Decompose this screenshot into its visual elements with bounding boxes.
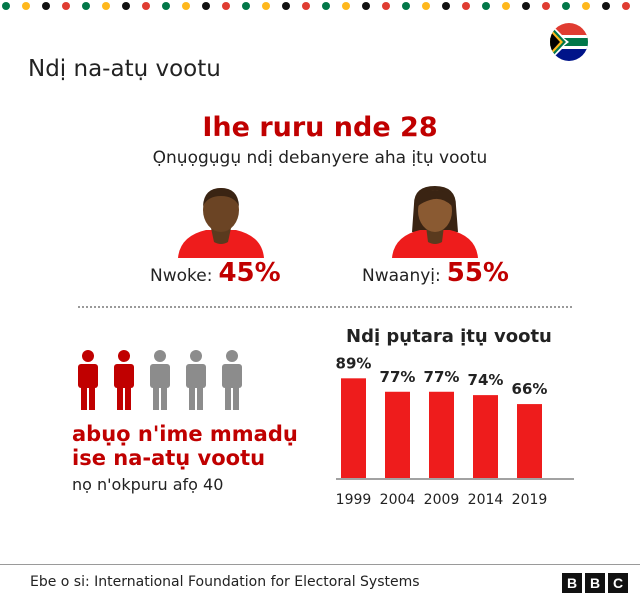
registered-voters-subheadline: Ọnụọgụgụ ndị debanyere aha ịtụ vootu — [152, 148, 488, 168]
person-icon-highlighted — [114, 350, 134, 410]
south-africa-flag-icon — [550, 23, 588, 61]
border-dot — [82, 2, 90, 10]
border-dot — [342, 2, 350, 10]
border-dot — [322, 2, 330, 10]
border-dot — [242, 2, 250, 10]
x-tick-label: 2019 — [512, 492, 548, 508]
source-credit: Ebe o si: International Foundation for E… — [30, 574, 420, 590]
female-share: Nwaanyị: 55% — [362, 258, 509, 288]
border-dot — [502, 2, 510, 10]
border-dot — [562, 2, 570, 10]
person-icon — [186, 350, 206, 410]
x-tick-label: 2009 — [424, 492, 460, 508]
bar-2014 — [473, 395, 498, 478]
turnout-bar-chart: 89% 1999 77% 2004 77% 2009 74% 2014 66% 2019 — [336, 354, 574, 508]
youth-statement-line-1: abụọ n'ime mmadụ — [72, 422, 298, 446]
border-dot — [622, 2, 630, 10]
border-dot — [62, 2, 70, 10]
border-dot — [22, 2, 30, 10]
bar-2009 — [429, 391, 454, 478]
youth-statement-line-2: ise na-atụ vootu — [72, 446, 266, 470]
man-avatar-icon — [178, 188, 264, 258]
x-tick-label: 1999 — [336, 492, 372, 508]
border-dot — [102, 2, 110, 10]
footer-divider — [0, 564, 640, 565]
bbc-logo-letter: B — [562, 573, 582, 593]
border-dot — [462, 2, 470, 10]
woman-avatar-icon — [392, 186, 478, 258]
border-dot — [2, 2, 10, 10]
person-icon — [150, 350, 170, 410]
border-dot — [422, 2, 430, 10]
male-share: Nwoke: 45% — [150, 258, 281, 288]
section-divider — [78, 306, 572, 308]
bbc-logo: B B C — [562, 573, 628, 593]
male-label: Nwoke: — [150, 266, 213, 286]
bar-value-label: 77% — [424, 368, 460, 386]
x-tick-label: 2004 — [380, 492, 416, 508]
border-dot — [202, 2, 210, 10]
border-dot — [442, 2, 450, 10]
bar-value-label: 77% — [380, 368, 416, 386]
border-dot — [182, 2, 190, 10]
female-percentage: 55% — [446, 258, 509, 288]
border-dot — [382, 2, 390, 10]
male-percentage: 45% — [218, 258, 281, 288]
border-dot — [222, 2, 230, 10]
person-icon — [222, 350, 242, 410]
border-dot — [42, 2, 50, 10]
border-dot — [282, 2, 290, 10]
border-dot — [522, 2, 530, 10]
decorative-dot-border — [2, 2, 630, 10]
border-dot — [262, 2, 270, 10]
youth-statement-line-3: nọ n'okpuru afọ 40 — [72, 475, 224, 494]
bar-1999 — [341, 378, 366, 478]
x-tick-label: 2014 — [468, 492, 504, 508]
bar-2019 — [517, 404, 542, 478]
bar-2004 — [385, 391, 410, 478]
bbc-logo-letter: C — [608, 573, 628, 593]
female-label: Nwaanyị: — [362, 266, 441, 286]
bar-value-label: 74% — [468, 371, 504, 389]
bar-value-label: 89% — [336, 354, 372, 372]
border-dot — [142, 2, 150, 10]
border-dot — [482, 2, 490, 10]
turnout-chart-title: Ndị pụtara ịtụ vootu — [346, 326, 552, 347]
border-dot — [602, 2, 610, 10]
person-icon-highlighted — [78, 350, 98, 410]
border-dot — [362, 2, 370, 10]
border-dot — [302, 2, 310, 10]
bar-value-label: 66% — [512, 380, 548, 398]
page-title: Ndị na-atụ vootu — [28, 56, 221, 82]
border-dot — [582, 2, 590, 10]
registered-voters-headline: Ihe ruru nde 28 — [202, 112, 438, 143]
youth-people-pictogram — [78, 350, 242, 410]
bbc-logo-letter: B — [585, 573, 605, 593]
border-dot — [162, 2, 170, 10]
border-dot — [542, 2, 550, 10]
border-dot — [122, 2, 130, 10]
border-dot — [402, 2, 410, 10]
